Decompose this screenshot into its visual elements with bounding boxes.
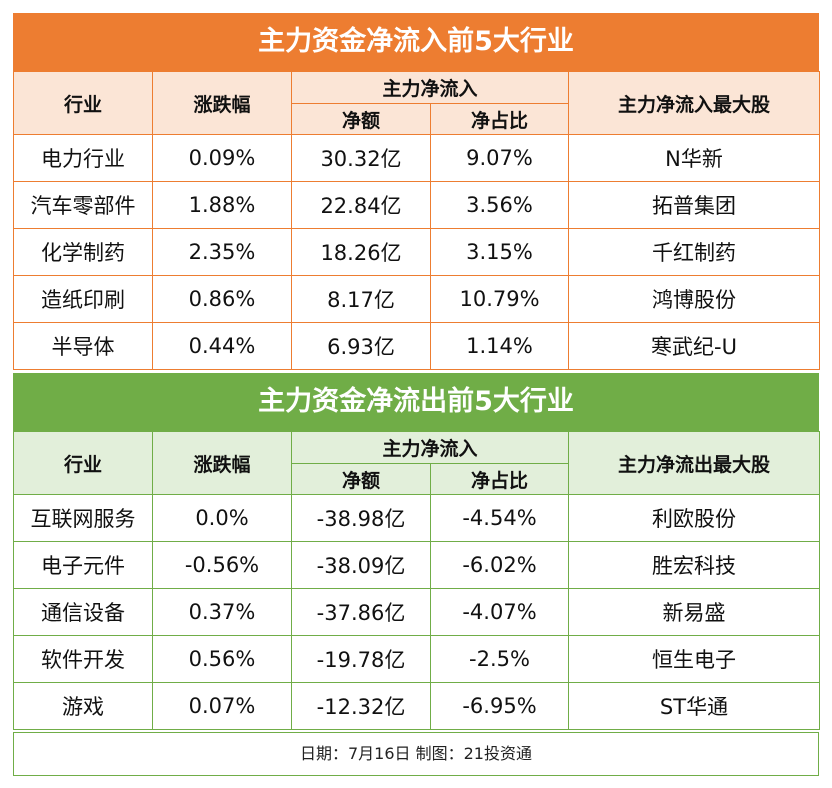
change-cell: 0.37% [152,588,292,636]
top-stock-cell: ST华通 [568,682,821,730]
change-cell: 2.35% [152,228,292,276]
outflow-table: 行业 涨跌幅 主力净流入 主力净流出最大股 净额 净占比 互联网服务 0.0% … [13,431,821,730]
industry-cell: 电子元件 [13,541,153,589]
change-cell: 0.56% [152,635,292,683]
industry-cell: 电力行业 [13,134,153,182]
table-row: 半导体 0.44% 6.93亿 1.14% 寒武纪-U [13,322,821,370]
table-row: 汽车零部件 1.88% 22.84亿 3.56% 拓普集团 [13,181,821,229]
header-net-inflow-group: 主力净流入 [290,71,570,104]
net-amount-cell: 6.93亿 [291,322,431,370]
industry-cell: 造纸印刷 [13,275,153,323]
fund-flow-card: 主力资金净流入前5大行业 行业 涨跌幅 主力净流入 主力净流入最大股 净额 净占… [13,13,821,776]
header-net-ratio: 净占比 [429,103,570,135]
top-stock-cell: 寒武纪-U [568,322,821,370]
top-stock-cell: 胜宏科技 [568,541,821,589]
inflow-title: 主力资金净流入前5大行业 [13,13,819,71]
top-stock-cell: 鸿博股份 [568,275,821,323]
net-ratio-cell: 3.15% [429,228,570,276]
header-industry: 行业 [13,431,153,495]
industry-cell: 通信设备 [13,588,153,636]
header-industry: 行业 [13,71,153,135]
industry-cell: 游戏 [13,682,153,730]
change-cell: 0.44% [152,322,292,370]
footer-credit: 日期：7月16日 制图：21投资通 [13,732,819,776]
net-amount-cell: 22.84亿 [291,181,431,229]
table-row: 互联网服务 0.0% -38.98亿 -4.54% 利欧股份 [13,494,821,542]
change-cell: -0.56% [152,541,292,589]
change-cell: 1.88% [152,181,292,229]
industry-cell: 软件开发 [13,635,153,683]
header-top-stock: 主力净流入最大股 [568,71,821,135]
industry-cell: 互联网服务 [13,494,153,542]
net-ratio-cell: -6.95% [429,682,570,730]
net-amount-cell: 30.32亿 [291,134,431,182]
net-ratio-cell: -2.5% [429,635,570,683]
change-cell: 0.09% [152,134,292,182]
header-top-stock: 主力净流出最大股 [568,431,821,495]
top-stock-cell: 拓普集团 [568,181,821,229]
header-net-inflow-group: 主力净流入 [290,431,570,464]
top-stock-cell: 千红制药 [568,228,821,276]
net-ratio-cell: 1.14% [429,322,570,370]
inflow-table: 行业 涨跌幅 主力净流入 主力净流入最大股 净额 净占比 电力行业 0.09% … [13,71,821,370]
net-amount-cell: -38.98亿 [291,494,431,542]
net-amount-cell: 8.17亿 [291,275,431,323]
top-stock-cell: 利欧股份 [568,494,821,542]
table-row: 电力行业 0.09% 30.32亿 9.07% N华新 [13,134,821,182]
table-row: 软件开发 0.56% -19.78亿 -2.5% 恒生电子 [13,635,821,683]
table-row: 电子元件 -0.56% -38.09亿 -6.02% 胜宏科技 [13,541,821,589]
industry-cell: 化学制药 [13,228,153,276]
header-net-ratio: 净占比 [429,463,570,495]
top-stock-cell: N华新 [568,134,821,182]
net-ratio-cell: 9.07% [429,134,570,182]
header-change: 涨跌幅 [152,71,292,135]
net-amount-cell: -12.32亿 [291,682,431,730]
change-cell: 0.86% [152,275,292,323]
industry-cell: 汽车零部件 [13,181,153,229]
net-ratio-cell: -4.54% [429,494,570,542]
industry-cell: 半导体 [13,322,153,370]
change-cell: 0.07% [152,682,292,730]
net-ratio-cell: -6.02% [429,541,570,589]
net-ratio-cell: 10.79% [429,275,570,323]
net-amount-cell: 18.26亿 [291,228,431,276]
outflow-title: 主力资金净流出前5大行业 [13,373,819,431]
table-row: 游戏 0.07% -12.32亿 -6.95% ST华通 [13,682,821,730]
top-stock-cell: 恒生电子 [568,635,821,683]
net-amount-cell: -19.78亿 [291,635,431,683]
header-change: 涨跌幅 [152,431,292,495]
table-row: 造纸印刷 0.86% 8.17亿 10.79% 鸿博股份 [13,275,821,323]
change-cell: 0.0% [152,494,292,542]
net-ratio-cell: 3.56% [429,181,570,229]
header-net-amount: 净额 [291,103,431,135]
table-row: 化学制药 2.35% 18.26亿 3.15% 千红制药 [13,228,821,276]
net-amount-cell: -37.86亿 [291,588,431,636]
net-ratio-cell: -4.07% [429,588,570,636]
header-net-amount: 净额 [291,463,431,495]
top-stock-cell: 新易盛 [568,588,821,636]
table-row: 通信设备 0.37% -37.86亿 -4.07% 新易盛 [13,588,821,636]
net-amount-cell: -38.09亿 [291,541,431,589]
